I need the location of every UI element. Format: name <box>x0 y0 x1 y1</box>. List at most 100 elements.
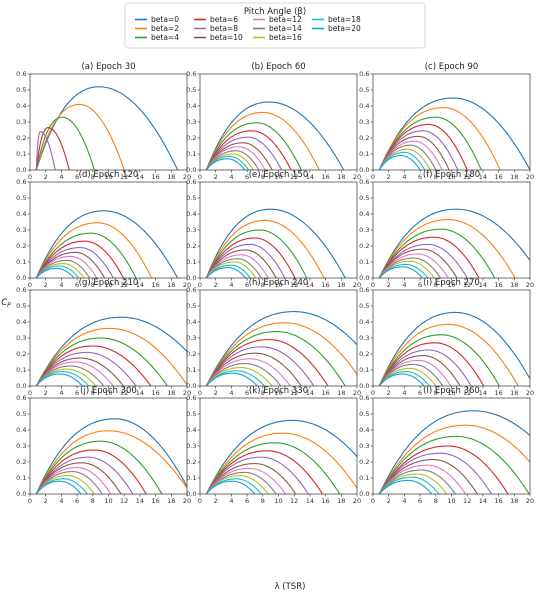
x-tick-label: 10 <box>104 497 112 505</box>
y-tick-label: 0.0 <box>186 382 196 390</box>
x-tick-label: 12 <box>290 497 298 505</box>
series-line-beta-16 <box>378 473 448 494</box>
x-tick-label: 8 <box>261 281 265 289</box>
x-tick-label: 12 <box>290 389 298 397</box>
panel-title: (a) Epoch 30 <box>81 62 135 72</box>
series-line-beta-18 <box>35 265 80 278</box>
series-line-beta-14 <box>378 363 444 386</box>
x-tick-label: 8 <box>261 389 265 397</box>
series-line-beta-0 <box>35 210 179 278</box>
x-tick-label: 10 <box>447 389 455 397</box>
x-tick-label: 6 <box>418 281 422 289</box>
x-tick-label: 6 <box>418 497 422 505</box>
curves <box>35 210 179 278</box>
y-tick-label: 0.4 <box>186 210 196 218</box>
x-tick-label: 8 <box>261 173 265 181</box>
series-line-beta-0 <box>205 419 357 494</box>
series-line-beta-12 <box>35 255 98 278</box>
series-line-beta-0 <box>35 418 187 494</box>
x-tick-label: 14 <box>136 281 144 289</box>
x-tick-label: 6 <box>245 497 249 505</box>
x-tick-label: 0 <box>198 389 202 397</box>
series-line-beta-2 <box>35 222 153 278</box>
y-tick-label: 0.1 <box>186 474 196 482</box>
series-line-beta-6 <box>378 123 468 170</box>
x-tick-label: 4 <box>229 281 233 289</box>
series-line-beta-4 <box>35 337 168 386</box>
panel-title: (h) Epoch 240 <box>249 278 309 288</box>
series-line-beta-18 <box>378 476 440 494</box>
y-tick-label: 0.4 <box>16 210 26 218</box>
series-line-beta-8 <box>205 136 283 170</box>
x-tick-label: 14 <box>136 497 144 505</box>
x-tick-label: 18 <box>337 497 345 505</box>
x-tick-label: 14 <box>136 389 144 397</box>
y-tick-label: 0.6 <box>16 286 26 294</box>
y-tick-label: 0.5 <box>359 302 369 310</box>
series-line-beta-2 <box>205 432 357 494</box>
x-tick-label: 14 <box>306 281 314 289</box>
y-tick-label: 0.4 <box>359 210 369 218</box>
y-tick-label: 0.6 <box>186 178 196 186</box>
series-line-beta-16 <box>35 263 85 278</box>
series-line-beta-20 <box>205 267 246 278</box>
series-line-beta-4 <box>205 229 308 278</box>
x-tick-label: 2 <box>44 173 48 181</box>
x-tick-label: 4 <box>59 497 63 505</box>
series-line-beta-14 <box>205 363 282 386</box>
curves <box>35 316 187 386</box>
y-tick-label: 0.5 <box>16 86 26 94</box>
y-tick-label: 0.4 <box>186 426 196 434</box>
x-tick-label: 6 <box>75 497 79 505</box>
series-line-beta-4 <box>35 232 137 278</box>
series-line-beta-4 <box>205 331 346 386</box>
x-tick-label: 14 <box>306 497 314 505</box>
y-tick-label: 0.2 <box>186 458 196 466</box>
x-tick-label: 4 <box>59 173 63 181</box>
series-line-beta-20 <box>205 372 258 386</box>
series-line-beta-0 <box>205 101 345 170</box>
y-tick-label: 0.2 <box>359 458 369 466</box>
x-tick-label: 16 <box>321 497 329 505</box>
y-tick-label: 0.5 <box>16 302 26 310</box>
curves <box>205 311 357 386</box>
x-tick-label: 10 <box>274 389 282 397</box>
x-tick-label: 0 <box>371 281 375 289</box>
x-tick-label: 8 <box>91 389 95 397</box>
x-tick-label: 6 <box>245 389 249 397</box>
x-tick-label: 2 <box>44 389 48 397</box>
x-tick-label: 18 <box>337 389 345 397</box>
x-tick-label: 0 <box>198 497 202 505</box>
series-line-beta-0 <box>205 208 346 278</box>
series-line-beta-14 <box>205 258 262 278</box>
series-line-beta-10 <box>205 142 273 170</box>
series-line-beta-6 <box>378 342 485 386</box>
y-tick-label: 0.2 <box>16 458 26 466</box>
series-line-beta-12 <box>205 467 287 494</box>
panel-title: (e) Epoch 150 <box>249 170 309 180</box>
x-tick-label: 4 <box>402 173 406 181</box>
series-line-beta-10 <box>378 355 461 386</box>
x-tick-label: 0 <box>28 497 32 505</box>
y-tick-label: 0.3 <box>186 442 196 450</box>
series-line-beta-12 <box>378 464 467 494</box>
series-line-beta-14 <box>35 259 91 278</box>
x-tick-label: 12 <box>290 281 298 289</box>
x-tick-label: 2 <box>44 497 48 505</box>
x-tick-label: 20 <box>526 281 534 289</box>
x-tick-label: 10 <box>274 173 282 181</box>
curves <box>378 97 530 170</box>
x-tick-label: 6 <box>75 389 79 397</box>
y-tick-label: 0.0 <box>359 274 369 282</box>
x-tick-label: 8 <box>91 497 95 505</box>
y-tick-label: 0.3 <box>186 334 196 342</box>
y-tick-label: 0.2 <box>359 242 369 250</box>
series-line-beta-12 <box>378 253 449 278</box>
y-tick-label: 0.0 <box>186 274 196 282</box>
x-tick-label: 14 <box>306 389 314 397</box>
y-tick-label: 0.1 <box>16 366 26 374</box>
x-tick-label: 18 <box>510 281 518 289</box>
x-tick-label: 20 <box>526 173 534 181</box>
